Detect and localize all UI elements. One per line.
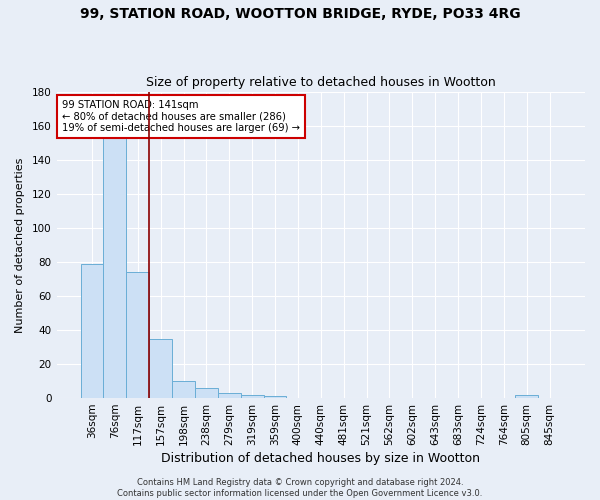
Bar [103,131,127,398]
Title: Size of property relative to detached houses in Wootton: Size of property relative to detached ho… [146,76,496,90]
Bar [241,394,263,398]
Bar [263,396,286,398]
Bar [80,264,103,398]
Y-axis label: Number of detached properties: Number of detached properties [15,158,25,332]
X-axis label: Distribution of detached houses by size in Wootton: Distribution of detached houses by size … [161,452,480,465]
Bar [172,381,195,398]
Text: 99 STATION ROAD: 141sqm
← 80% of detached houses are smaller (286)
19% of semi-d: 99 STATION ROAD: 141sqm ← 80% of detache… [62,100,300,133]
Bar [149,338,172,398]
Text: 99, STATION ROAD, WOOTTON BRIDGE, RYDE, PO33 4RG: 99, STATION ROAD, WOOTTON BRIDGE, RYDE, … [80,8,520,22]
Bar [218,393,241,398]
Bar [195,388,218,398]
Bar [127,272,149,398]
Bar [515,394,538,398]
Text: Contains HM Land Registry data © Crown copyright and database right 2024.
Contai: Contains HM Land Registry data © Crown c… [118,478,482,498]
